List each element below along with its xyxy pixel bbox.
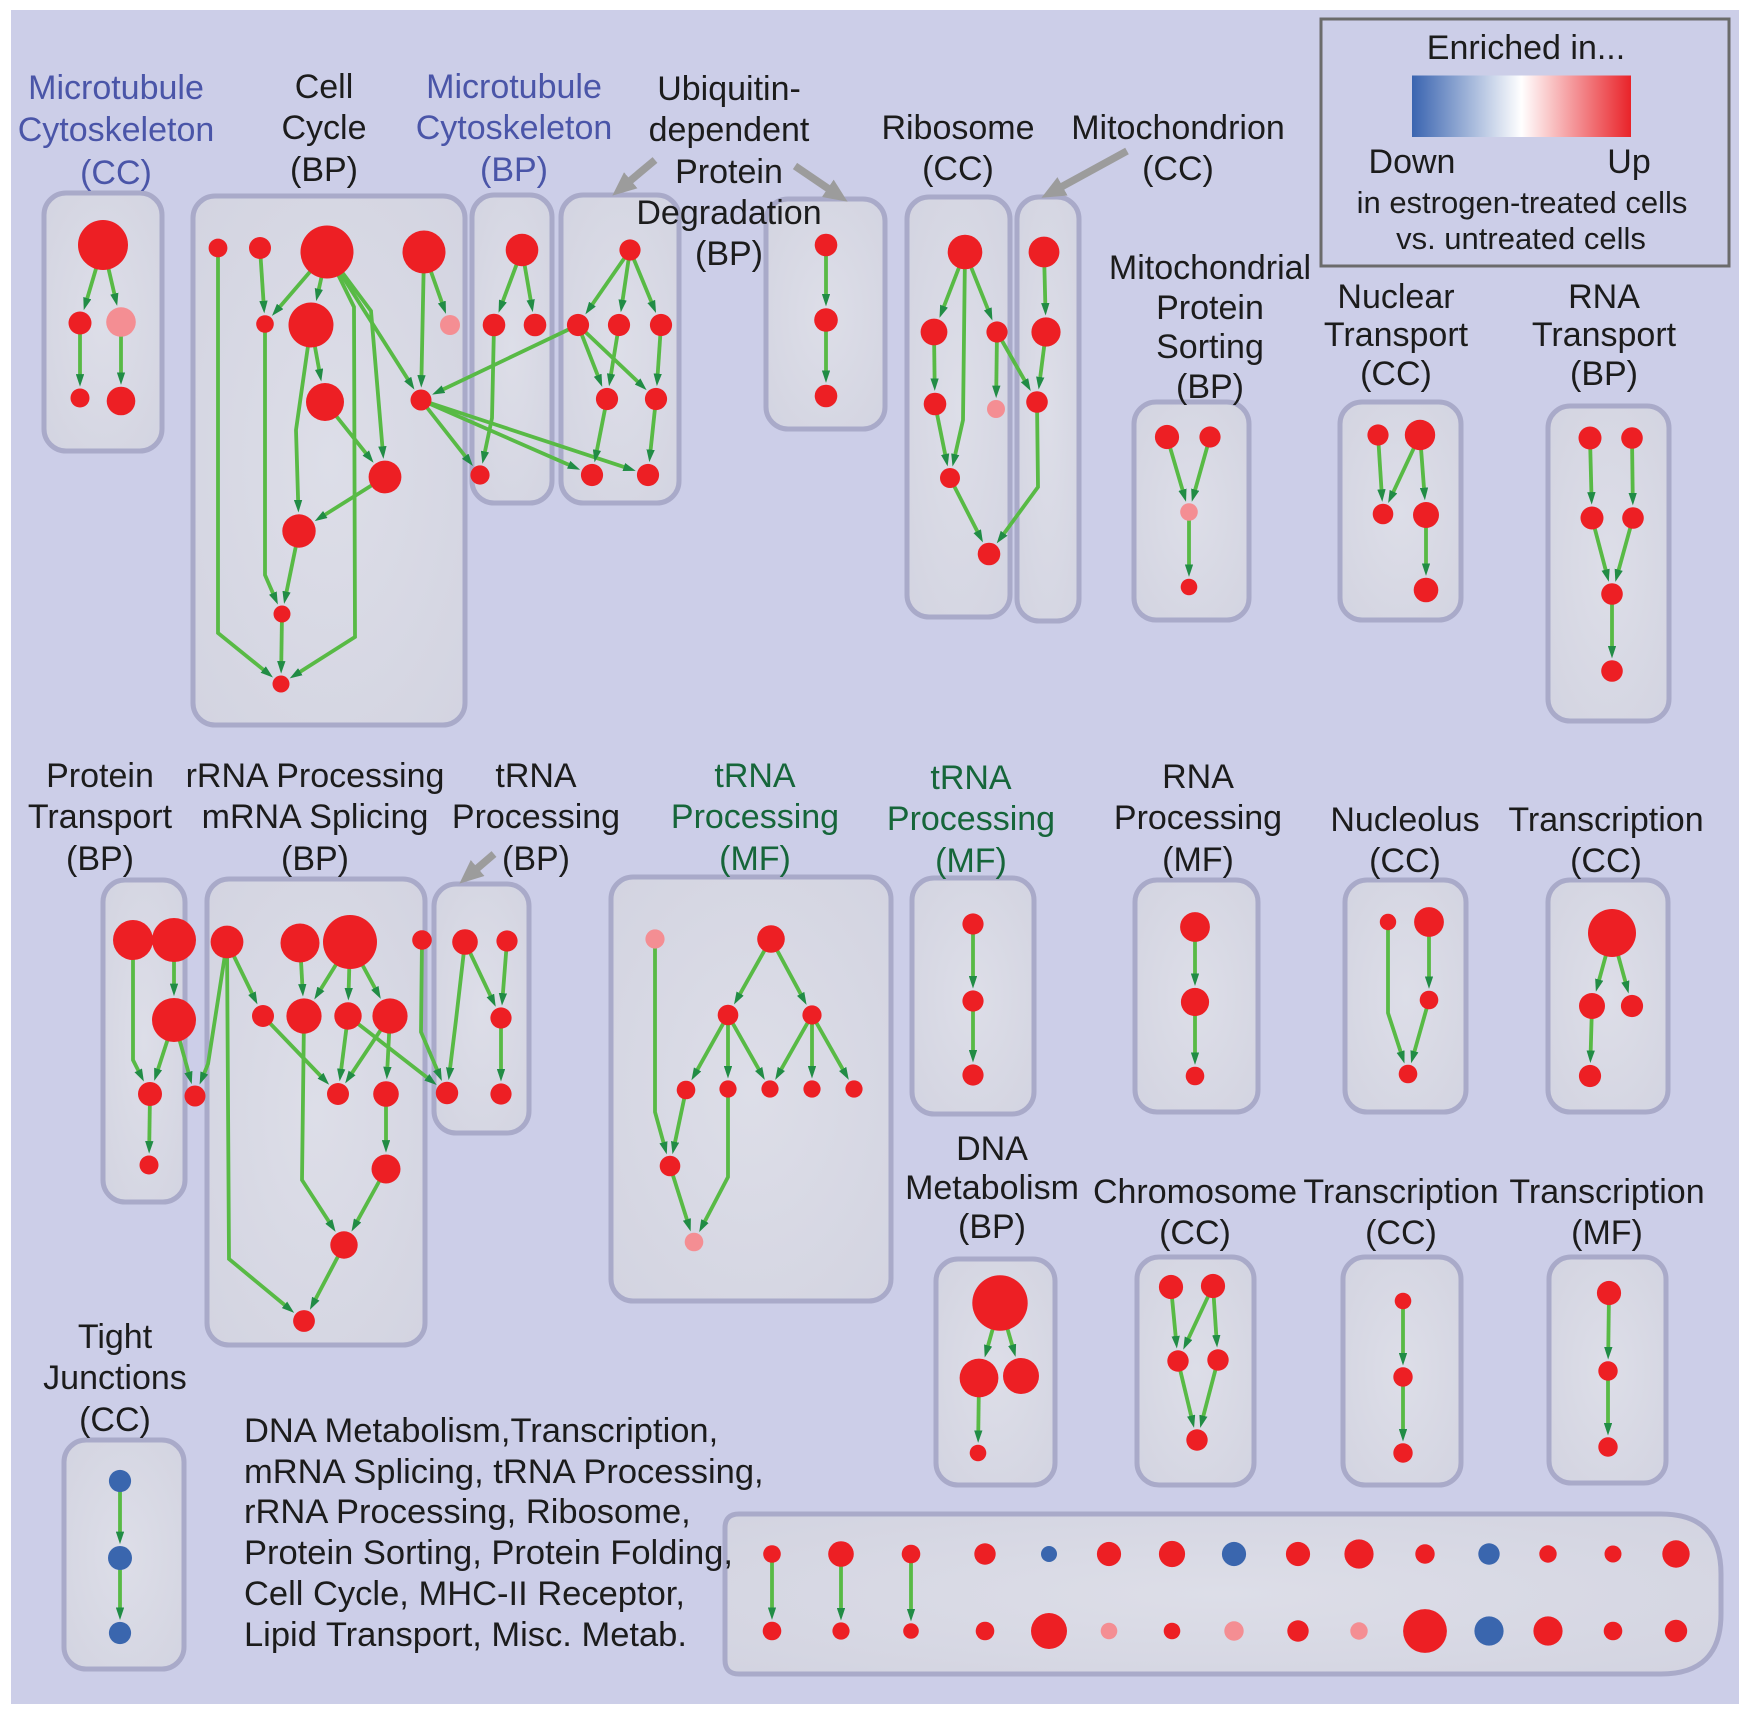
svg-text:vs. untreated cells: vs. untreated cells [1396, 221, 1646, 256]
svg-text:tRNA: tRNA [714, 757, 796, 795]
svg-text:(BP): (BP) [958, 1208, 1026, 1246]
svg-text:tRNA: tRNA [495, 757, 577, 795]
svg-text:rRNA Processing, Ribosome,: rRNA Processing, Ribosome, [244, 1493, 691, 1531]
svg-text:RNA: RNA [1568, 278, 1640, 316]
svg-text:Protein Sorting, Protein Foldi: Protein Sorting, Protein Folding, [244, 1534, 733, 1572]
svg-text:Chromosome: Chromosome [1093, 1173, 1297, 1211]
svg-text:rRNA Processing: rRNA Processing [186, 757, 445, 795]
svg-text:(BP): (BP) [66, 840, 134, 878]
svg-text:(BP): (BP) [1176, 368, 1244, 406]
svg-text:(CC): (CC) [1369, 842, 1441, 880]
svg-text:Ubiquitin-: Ubiquitin- [657, 70, 801, 108]
svg-text:Protein: Protein [46, 757, 154, 795]
svg-text:Transport: Transport [28, 798, 173, 836]
svg-text:(BP): (BP) [290, 151, 358, 189]
svg-text:(MF): (MF) [719, 840, 791, 878]
svg-text:(MF): (MF) [1571, 1214, 1643, 1252]
svg-text:(CC): (CC) [922, 150, 994, 188]
svg-text:Tight: Tight [78, 1318, 153, 1356]
svg-text:Cycle: Cycle [281, 109, 366, 147]
svg-text:Enriched in...: Enriched in... [1427, 29, 1625, 67]
svg-text:Ribosome: Ribosome [881, 109, 1034, 147]
svg-text:DNA: DNA [956, 1130, 1028, 1168]
svg-text:Nuclear: Nuclear [1337, 278, 1454, 316]
svg-text:Microtubule: Microtubule [426, 68, 602, 106]
svg-text:Transcription: Transcription [1509, 1173, 1704, 1211]
svg-text:Junctions: Junctions [43, 1359, 187, 1397]
svg-text:in estrogen-treated cells: in estrogen-treated cells [1357, 185, 1688, 220]
svg-text:Processing: Processing [887, 800, 1055, 838]
svg-text:Protein: Protein [675, 153, 783, 191]
svg-text:(MF): (MF) [935, 842, 1007, 880]
svg-text:(CC): (CC) [1142, 150, 1214, 188]
svg-text:Protein: Protein [1156, 289, 1264, 327]
svg-text:(MF): (MF) [1162, 841, 1234, 879]
svg-text:Microtubule: Microtubule [28, 69, 204, 107]
svg-text:Cytoskeleton: Cytoskeleton [18, 111, 215, 149]
svg-text:dependent: dependent [649, 111, 810, 149]
svg-text:(BP): (BP) [695, 235, 763, 273]
svg-text:(CC): (CC) [79, 1401, 151, 1439]
svg-text:Up: Up [1607, 143, 1650, 181]
svg-text:(BP): (BP) [1570, 355, 1638, 393]
svg-text:Lipid Transport, Misc. Metab.: Lipid Transport, Misc. Metab. [244, 1616, 687, 1654]
svg-text:Cell: Cell [295, 68, 354, 106]
svg-text:Processing: Processing [1114, 799, 1282, 837]
svg-text:Mitochondrion: Mitochondrion [1071, 109, 1285, 147]
svg-text:Processing: Processing [671, 798, 839, 836]
svg-text:Down: Down [1369, 143, 1456, 181]
svg-text:(BP): (BP) [281, 840, 349, 878]
svg-text:tRNA: tRNA [930, 759, 1012, 797]
svg-text:(CC): (CC) [1365, 1214, 1437, 1252]
svg-text:(BP): (BP) [502, 840, 570, 878]
svg-text:Sorting: Sorting [1156, 328, 1264, 366]
svg-text:Transport: Transport [1324, 316, 1469, 354]
svg-text:Cytoskeleton: Cytoskeleton [416, 109, 613, 147]
svg-text:(CC): (CC) [1360, 355, 1432, 393]
svg-text:Processing: Processing [452, 798, 620, 836]
svg-text:Cell Cycle, MHC-II Receptor,: Cell Cycle, MHC-II Receptor, [244, 1575, 685, 1613]
svg-text:RNA: RNA [1162, 758, 1234, 796]
svg-text:Transcription: Transcription [1303, 1173, 1498, 1211]
svg-text:(CC): (CC) [80, 154, 152, 192]
svg-text:(CC): (CC) [1159, 1214, 1231, 1252]
svg-text:Metabolism: Metabolism [905, 1169, 1079, 1207]
svg-text:Transcription: Transcription [1508, 801, 1703, 839]
svg-text:Degradation: Degradation [636, 194, 821, 232]
svg-text:DNA Metabolism,Transcription,: DNA Metabolism,Transcription, [244, 1412, 718, 1450]
svg-text:Nucleolus: Nucleolus [1330, 801, 1479, 839]
svg-text:mRNA Splicing: mRNA Splicing [202, 798, 429, 836]
svg-text:(BP): (BP) [480, 151, 548, 189]
svg-text:Mitochondrial: Mitochondrial [1109, 249, 1311, 287]
svg-text:Transport: Transport [1532, 316, 1677, 354]
svg-text:(CC): (CC) [1570, 842, 1642, 880]
svg-text:mRNA Splicing, tRNA Processing: mRNA Splicing, tRNA Processing, [244, 1453, 764, 1491]
